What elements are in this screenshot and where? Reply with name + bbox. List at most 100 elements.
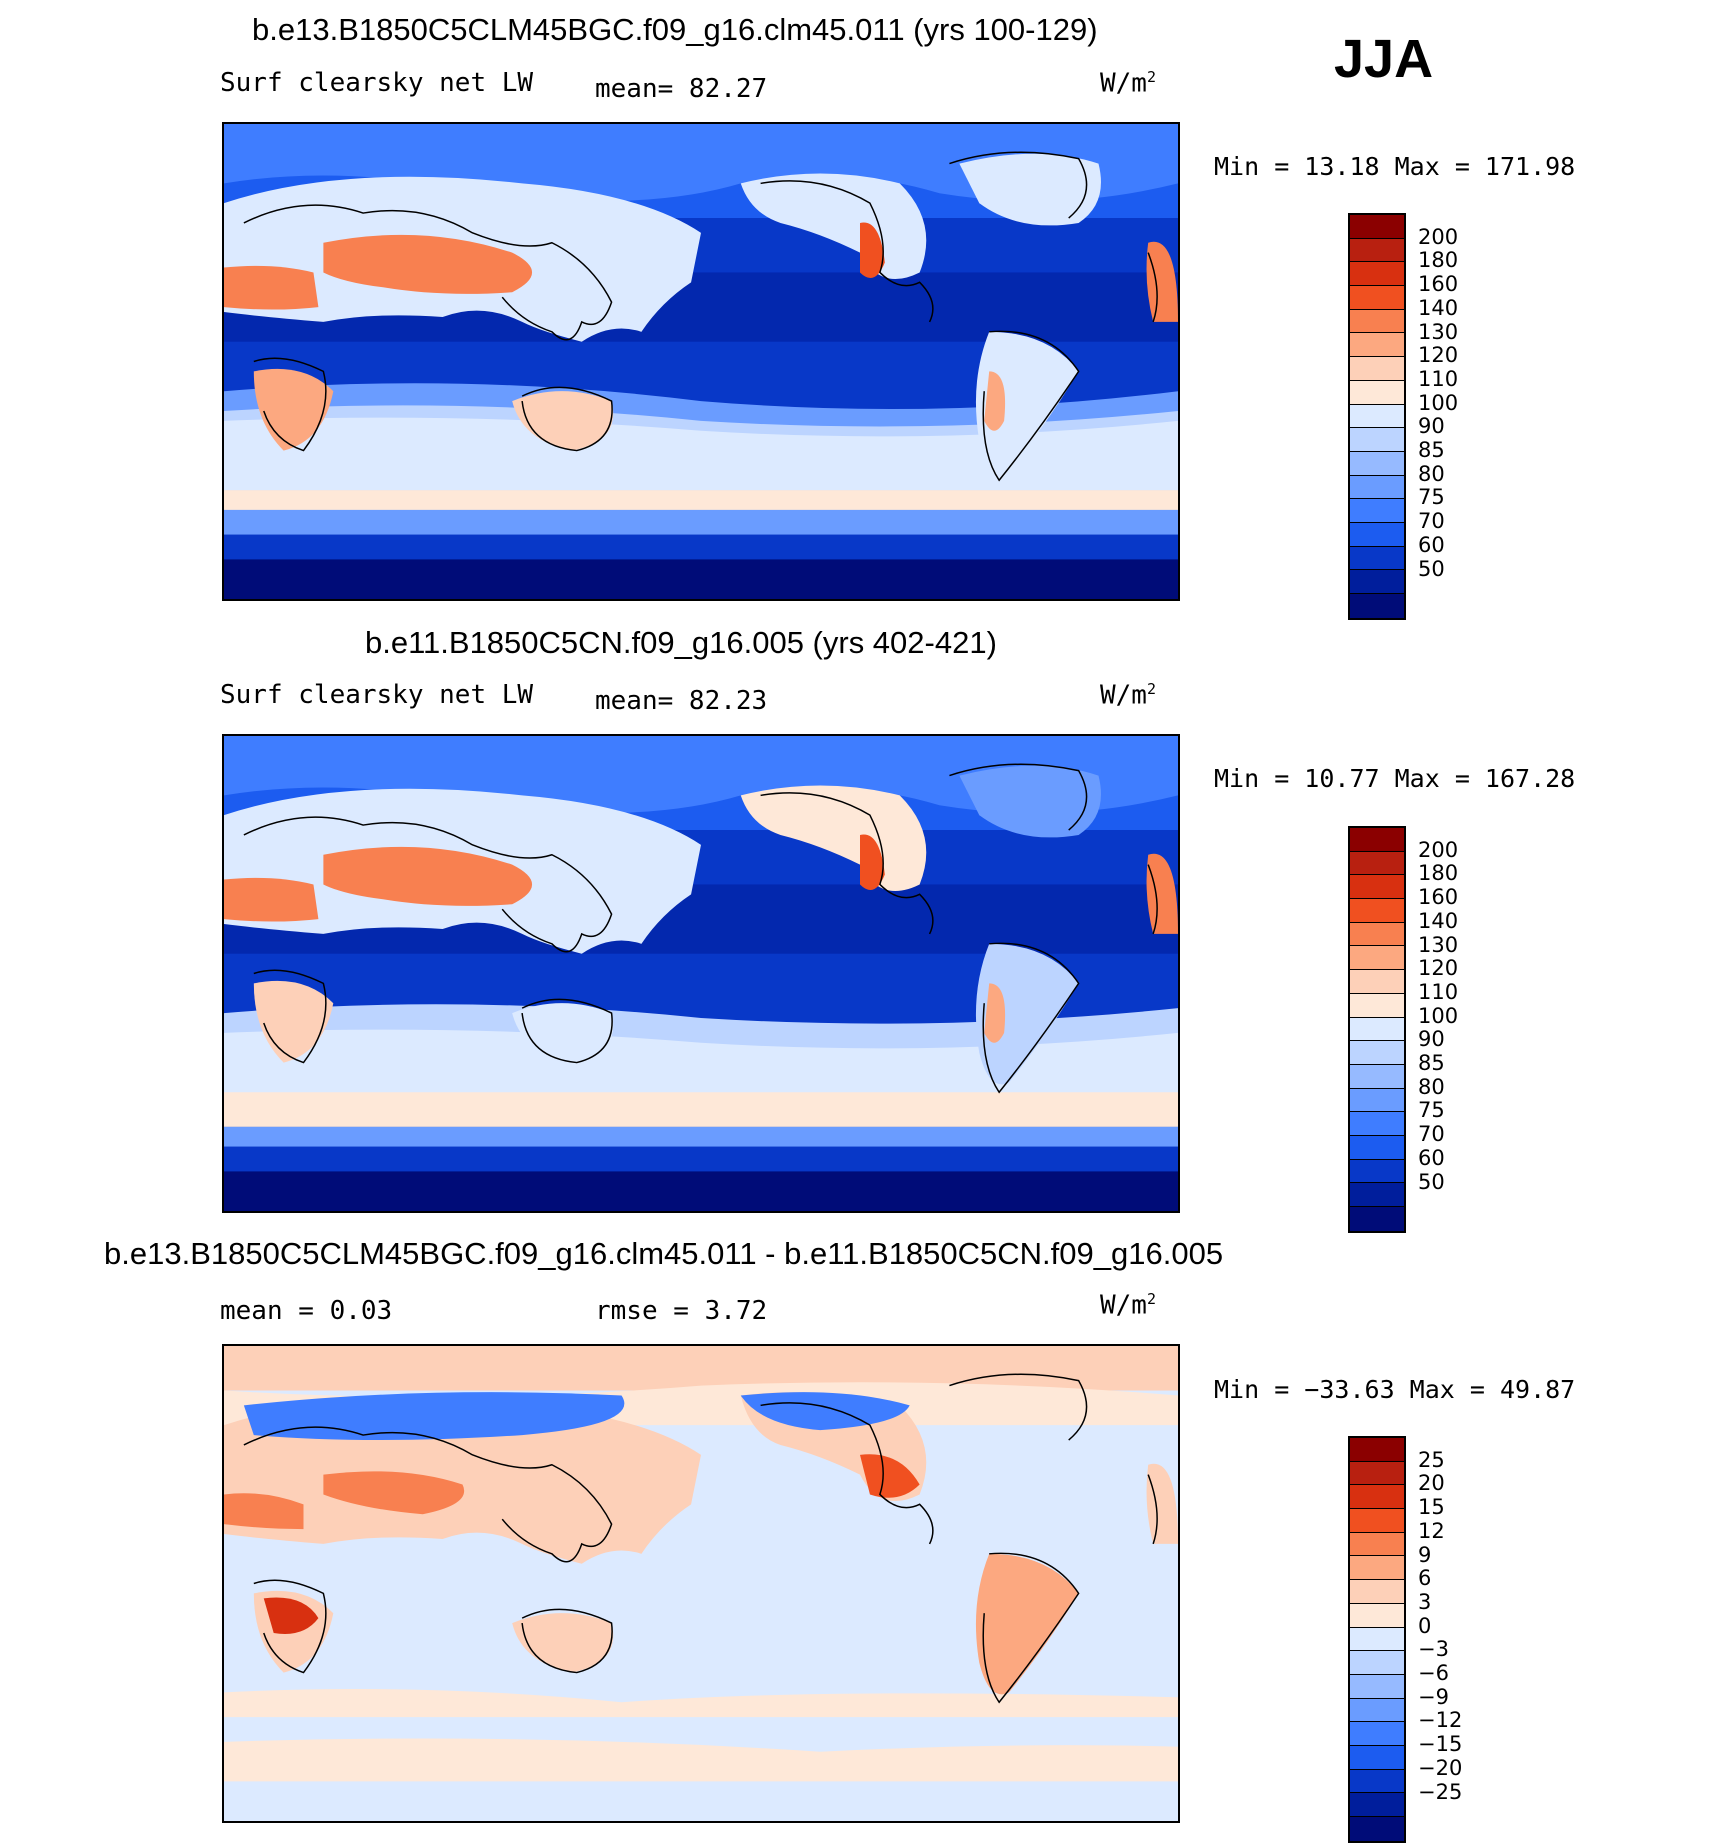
- colorbar-segment: [1350, 1461, 1404, 1486]
- colorbar-segment: [1350, 1509, 1404, 1533]
- panel-1-colorbar: [1348, 213, 1406, 620]
- colorbar-segment: [1350, 570, 1404, 594]
- colorbar-tick-label: 6: [1418, 1566, 1432, 1591]
- colorbar-segment: [1350, 1135, 1404, 1160]
- colorbar-segment: [1350, 1041, 1404, 1065]
- units-text: W/m: [1100, 680, 1147, 711]
- colorbar-segment: [1350, 1651, 1404, 1675]
- colorbar-segment: [1350, 1207, 1404, 1231]
- panel-1-minmax: Min = 13.18 Max = 171.98: [1214, 152, 1576, 181]
- colorbar-tick-label: −3: [1418, 1637, 1449, 1662]
- colorbar-segment: [1350, 1485, 1404, 1510]
- colorbar-tick-label: −9: [1418, 1684, 1449, 1709]
- colorbar-tick-label: 200: [1418, 224, 1459, 249]
- colorbar-tick-label: −20: [1418, 1755, 1463, 1780]
- colorbar-segment: [1350, 380, 1404, 405]
- panel-2-variable: Surf clearsky net LW: [220, 680, 534, 710]
- colorbar-tick-label: 160: [1418, 885, 1459, 910]
- colorbar-segment: [1350, 851, 1404, 876]
- colorbar-segment: [1350, 1183, 1404, 1207]
- panel-3-colorbar: [1348, 1436, 1406, 1843]
- colorbar-segment: [1350, 1532, 1404, 1557]
- colorbar-tick-label: 3: [1418, 1589, 1432, 1614]
- colorbar-tick-label: 160: [1418, 272, 1459, 297]
- colorbar-tick-label: 130: [1418, 319, 1459, 344]
- colorbar-segment: [1350, 946, 1404, 971]
- colorbar-tick-label: 120: [1418, 956, 1459, 981]
- colorbar-tick-label: 25: [1418, 1447, 1445, 1472]
- panel-2-field: [224, 736, 1178, 1211]
- panel-1-variable: Surf clearsky net LW: [220, 68, 534, 98]
- colorbar-segment: [1350, 594, 1404, 618]
- colorbar-segment: [1350, 286, 1404, 310]
- panel-3-units: W/m2: [1100, 1290, 1156, 1321]
- units-exponent: 2: [1146, 680, 1156, 698]
- colorbar-tick-label: 110: [1418, 366, 1459, 391]
- colorbar-segment: [1350, 1817, 1404, 1841]
- colorbar-segment: [1350, 1674, 1404, 1699]
- colorbar-segment: [1350, 1769, 1404, 1794]
- panel-2-minmax: Min = 10.77 Max = 167.28: [1214, 764, 1576, 793]
- colorbar-segment: [1350, 1745, 1404, 1770]
- colorbar-tick-label: 80: [1418, 1074, 1445, 1099]
- colorbar-segment: [1350, 215, 1404, 239]
- units-text: W/m: [1100, 68, 1147, 99]
- colorbar-segment: [1350, 262, 1404, 287]
- colorbar-segment: [1350, 428, 1404, 452]
- colorbar-tick-label: 200: [1418, 837, 1459, 862]
- colorbar-tick-label: 120: [1418, 343, 1459, 368]
- colorbar-tick-label: 9: [1418, 1542, 1432, 1567]
- colorbar-segment: [1350, 1088, 1404, 1113]
- colorbar-segment: [1350, 1793, 1404, 1817]
- colorbar-segment: [1350, 309, 1404, 334]
- colorbar-segment: [1350, 1556, 1404, 1581]
- colorbar-segment: [1350, 1438, 1404, 1462]
- colorbar-tick-label: 0: [1418, 1613, 1432, 1638]
- colorbar-segment: [1350, 1627, 1404, 1652]
- colorbar-segment: [1350, 1112, 1404, 1136]
- season-label: JJA: [1334, 29, 1434, 89]
- colorbar-tick-label: 130: [1418, 932, 1459, 957]
- colorbar-segment: [1350, 1580, 1404, 1604]
- colorbar-tick-label: 85: [1418, 1051, 1445, 1075]
- colorbar-segment: [1350, 1603, 1404, 1628]
- units-exponent: 2: [1146, 68, 1156, 86]
- panel-2-colorbar: [1348, 826, 1406, 1233]
- units-text: W/m: [1100, 1290, 1147, 1321]
- colorbar-segment: [1350, 546, 1404, 571]
- panel-1-mean: mean= 82.27: [595, 74, 768, 104]
- colorbar-tick-label: 85: [1418, 438, 1445, 462]
- colorbar-segment: [1350, 828, 1404, 852]
- colorbar-segment: [1350, 238, 1404, 263]
- panel-1-title: b.e13.B1850C5CLM45BGC.f09_g16.clm45.011 …: [252, 12, 1098, 47]
- colorbar-tick-label: 90: [1418, 1027, 1445, 1052]
- colorbar-segment: [1350, 333, 1404, 358]
- colorbar-tick-label: 140: [1418, 295, 1459, 320]
- colorbar-segment: [1350, 875, 1404, 900]
- colorbar-segment: [1350, 404, 1404, 429]
- panel-1-units: W/m2: [1100, 68, 1156, 99]
- colorbar-tick-label: 70: [1418, 1122, 1445, 1147]
- colorbar-tick-label: −12: [1418, 1708, 1463, 1733]
- colorbar-tick-label: −15: [1418, 1732, 1463, 1757]
- colorbar-tick-label: 75: [1418, 1098, 1445, 1123]
- colorbar-tick-label: 100: [1418, 390, 1459, 415]
- colorbar-tick-label: 60: [1418, 532, 1445, 557]
- colorbar-tick-label: 20: [1418, 1471, 1445, 1496]
- colorbar-tick-label: −25: [1418, 1779, 1463, 1804]
- colorbar-tick-label: 80: [1418, 461, 1445, 486]
- colorbar-segment: [1350, 1722, 1404, 1746]
- colorbar-segment: [1350, 970, 1404, 994]
- colorbar-tick-label: 50: [1418, 1169, 1445, 1194]
- colorbar-tick-label: −6: [1418, 1661, 1449, 1685]
- colorbar-segment: [1350, 1017, 1404, 1042]
- colorbar-tick-label: 90: [1418, 414, 1445, 439]
- colorbar-tick-label: 75: [1418, 485, 1445, 510]
- colorbar-segment: [1350, 922, 1404, 947]
- colorbar-segment: [1350, 1064, 1404, 1089]
- panel-2-mean: mean= 82.23: [595, 686, 768, 716]
- panel-3-rmse: rmse = 3.72: [595, 1296, 768, 1326]
- units-exponent: 2: [1146, 1290, 1156, 1308]
- colorbar-tick-label: 140: [1418, 908, 1459, 933]
- panel-3-mean: mean = 0.03: [220, 1296, 393, 1326]
